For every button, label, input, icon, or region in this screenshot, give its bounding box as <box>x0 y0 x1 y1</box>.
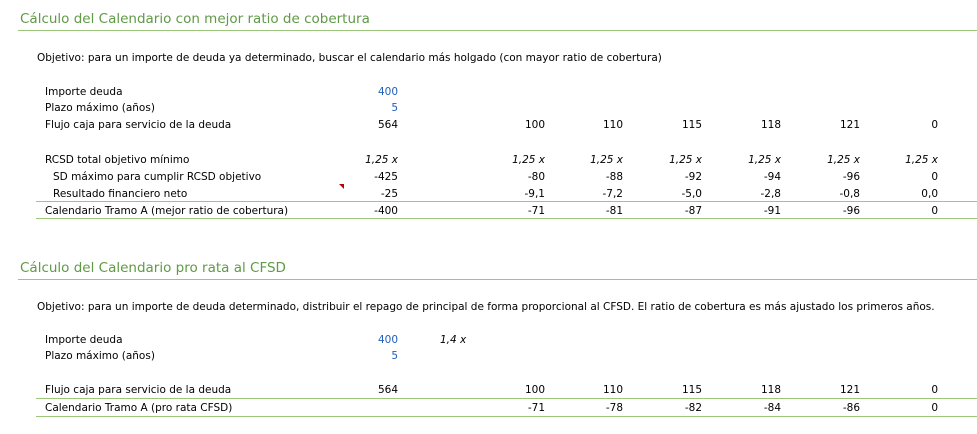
s1-calendario-y1: -71 <box>527 205 545 217</box>
s1-flujo-y2: 110 <box>602 119 623 131</box>
s2-calendario-y6: 0 <box>931 402 938 414</box>
s2-total-rule-top <box>36 398 977 399</box>
section1-title-rule <box>18 30 977 31</box>
s1-row-plazo-label: Plazo máximo (años) <box>45 102 155 114</box>
s1-sd-y1: -80 <box>527 171 545 183</box>
s1-rcsd-y5: 1,25 x <box>827 154 860 166</box>
s1-rcsd-y1: 1,25 x <box>512 154 545 166</box>
s1-sd-y4: -94 <box>763 171 781 183</box>
s1-flujo-y1: 100 <box>524 119 545 131</box>
s2-row-plazo-total[interactable]: 5 <box>391 350 398 362</box>
s2-calendario-y1: -71 <box>527 402 545 414</box>
s2-flujo-y2: 110 <box>602 384 623 396</box>
s1-flujo-y6: 0 <box>931 119 938 131</box>
s1-calendario-y4: -91 <box>763 205 781 217</box>
s2-total-rule-bottom <box>36 416 977 417</box>
s1-row-sd-total: -425 <box>374 171 398 183</box>
s1-resultado-y4: -2,8 <box>760 188 782 200</box>
s1-calendario-y3: -87 <box>684 205 702 217</box>
s1-row-calendario-total: -400 <box>374 205 398 217</box>
s2-calendario-y3: -82 <box>684 402 702 414</box>
section1-objective: Objetivo: para un importe de deuda ya de… <box>37 52 662 64</box>
s1-row-resultado-total: -25 <box>380 188 398 200</box>
s1-resultado-y3: -5,0 <box>681 188 703 200</box>
s2-row-flujo-label: Flujo caja para servicio de la deuda <box>45 384 232 396</box>
s1-sd-y6: 0 <box>931 171 938 183</box>
s1-row-rcsd-total: 1,25 x <box>365 154 398 166</box>
s1-row-resultado-label: Resultado financiero neto <box>53 188 188 200</box>
s1-row-sd-label: SD máximo para cumplir RCSD objetivo <box>53 171 262 183</box>
s2-calendario-y5: -86 <box>842 402 860 414</box>
s1-total-rule-top <box>36 201 977 202</box>
s2-row-flujo-total: 564 <box>377 384 398 396</box>
s1-row-rcsd-label: RCSD total objetivo mínimo <box>45 154 190 166</box>
s2-calendario-y4: -84 <box>763 402 781 414</box>
s2-flujo-y5: 121 <box>839 384 860 396</box>
s2-row-calendario-label: Calendario Tramo A (pro rata CFSD) <box>45 402 233 414</box>
section2-objective: Objetivo: para un importe de deuda deter… <box>37 301 935 313</box>
s1-calendario-y2: -81 <box>605 205 623 217</box>
s2-row-importe-label: Importe deuda <box>45 334 123 346</box>
s1-row-flujo-label: Flujo caja para servicio de la deuda <box>45 119 232 131</box>
s2-coverage-ratio: 1,4 x <box>440 334 467 346</box>
s1-resultado-y5: -0,8 <box>839 188 861 200</box>
s2-calendario-y2: -78 <box>605 402 623 414</box>
s1-rcsd-y6: 1,25 x <box>905 154 938 166</box>
s2-flujo-y3: 115 <box>681 384 702 396</box>
s1-sd-y3: -92 <box>684 171 702 183</box>
s1-sd-y5: -96 <box>842 171 860 183</box>
comment-indicator-icon[interactable] <box>339 184 344 189</box>
s1-row-calendario-label: Calendario Tramo A (mejor ratio de cober… <box>45 205 289 217</box>
s1-row-importe-total[interactable]: 400 <box>377 86 398 98</box>
s1-calendario-y6: 0 <box>931 205 938 217</box>
s1-resultado-y6: 0,0 <box>921 188 938 200</box>
section2-title-rule <box>18 279 977 280</box>
section2-title: Cálculo del Calendario pro rata al CFSD <box>20 260 286 276</box>
s1-resultado-y2: -7,2 <box>602 188 624 200</box>
s1-flujo-y3: 115 <box>681 119 702 131</box>
s2-flujo-y4: 118 <box>760 384 781 396</box>
s1-rcsd-y2: 1,25 x <box>590 154 623 166</box>
s1-sd-y2: -88 <box>605 171 623 183</box>
s2-flujo-y6: 0 <box>931 384 938 396</box>
section1-title: Cálculo del Calendario con mejor ratio d… <box>20 11 370 27</box>
s1-row-importe-label: Importe deuda <box>45 86 123 98</box>
s1-rcsd-y4: 1,25 x <box>748 154 781 166</box>
s1-rcsd-y3: 1,25 x <box>669 154 702 166</box>
s1-flujo-y4: 118 <box>760 119 781 131</box>
s2-row-plazo-label: Plazo máximo (años) <box>45 350 155 362</box>
s2-row-importe-total[interactable]: 400 <box>377 334 398 346</box>
s1-total-rule-bottom <box>36 218 977 219</box>
s2-flujo-y1: 100 <box>524 384 545 396</box>
s1-row-flujo-total: 564 <box>377 119 398 131</box>
s1-flujo-y5: 121 <box>839 119 860 131</box>
s1-resultado-y1: -9,1 <box>524 188 546 200</box>
s1-calendario-y5: -96 <box>842 205 860 217</box>
s1-row-plazo-total[interactable]: 5 <box>391 102 398 114</box>
